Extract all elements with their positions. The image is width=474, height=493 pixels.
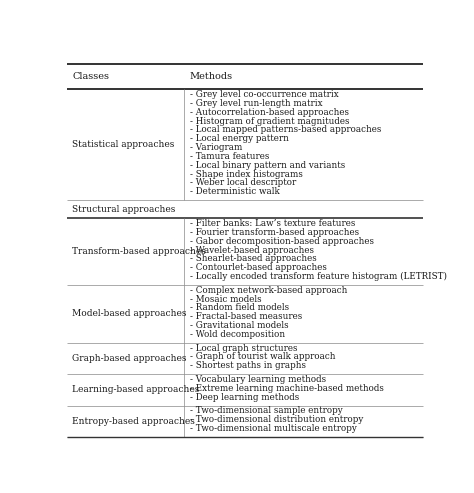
Text: - Shape index histograms: - Shape index histograms [190, 170, 302, 178]
Text: - Tamura features: - Tamura features [190, 152, 269, 161]
Text: - Two-dimensional distribution entropy: - Two-dimensional distribution entropy [190, 415, 363, 424]
Text: Transform-based approaches: Transform-based approaches [72, 247, 206, 256]
Text: Structural approaches: Structural approaches [72, 205, 175, 213]
Text: - Shortest paths in graphs: - Shortest paths in graphs [190, 361, 306, 370]
Text: - Two-dimensional multiscale entropy: - Two-dimensional multiscale entropy [190, 424, 356, 433]
Text: - Gravitational models: - Gravitational models [190, 321, 288, 330]
Text: - Extreme learning machine-based methods: - Extreme learning machine-based methods [190, 384, 383, 393]
Text: - Two-dimensional sample entropy: - Two-dimensional sample entropy [190, 406, 342, 415]
Text: - Local energy pattern: - Local energy pattern [190, 134, 289, 143]
Text: - Local binary pattern and variants: - Local binary pattern and variants [190, 161, 345, 170]
Text: - Filter banks: Law’s texture features: - Filter banks: Law’s texture features [190, 219, 355, 228]
Text: - Locally encoded transform feature histogram (LETRIST): - Locally encoded transform feature hist… [190, 272, 447, 281]
Text: - Gabor decomposition-based approaches: - Gabor decomposition-based approaches [190, 237, 374, 246]
Text: - Shearlet-based approaches: - Shearlet-based approaches [190, 254, 317, 263]
Text: - Wavelet-based approaches: - Wavelet-based approaches [190, 246, 314, 254]
Text: - Mosaic models: - Mosaic models [190, 295, 261, 304]
Text: - Grey level run-length matrix: - Grey level run-length matrix [190, 99, 322, 108]
Text: - Deep learning methods: - Deep learning methods [190, 392, 299, 402]
Text: - Fractal-based measures: - Fractal-based measures [190, 312, 302, 321]
Text: Classes: Classes [72, 72, 109, 81]
Text: Learning-based approaches: Learning-based approaches [72, 386, 200, 394]
Text: Entropy-based approaches: Entropy-based approaches [72, 417, 195, 425]
Text: Model-based approaches: Model-based approaches [72, 310, 187, 318]
Text: Methods: Methods [190, 72, 233, 81]
Text: - Local mapped patterns-based approaches: - Local mapped patterns-based approaches [190, 125, 381, 135]
Text: - Grey level co-occurrence matrix: - Grey level co-occurrence matrix [190, 90, 338, 99]
Text: Graph-based approaches: Graph-based approaches [72, 354, 187, 363]
Text: - Autocorrelation-based approaches: - Autocorrelation-based approaches [190, 108, 349, 117]
Text: - Contourlet-based approaches: - Contourlet-based approaches [190, 263, 327, 272]
Text: - Graph of tourist walk approach: - Graph of tourist walk approach [190, 352, 335, 361]
Text: - Deterministic walk: - Deterministic walk [190, 187, 279, 196]
Text: - Histogram of gradient magnitudes: - Histogram of gradient magnitudes [190, 116, 349, 126]
Text: - Fourier transform-based approaches: - Fourier transform-based approaches [190, 228, 359, 237]
Text: - Weber local descriptor: - Weber local descriptor [190, 178, 296, 187]
Text: - Local graph structures: - Local graph structures [190, 344, 297, 352]
Text: Statistical approaches: Statistical approaches [72, 140, 174, 149]
Text: - Variogram: - Variogram [190, 143, 242, 152]
Text: - Random field models: - Random field models [190, 303, 289, 313]
Text: - Vocabulary learning methods: - Vocabulary learning methods [190, 375, 326, 384]
Text: - Wold decomposition: - Wold decomposition [190, 330, 285, 339]
Text: - Complex network-based approach: - Complex network-based approach [190, 286, 347, 295]
